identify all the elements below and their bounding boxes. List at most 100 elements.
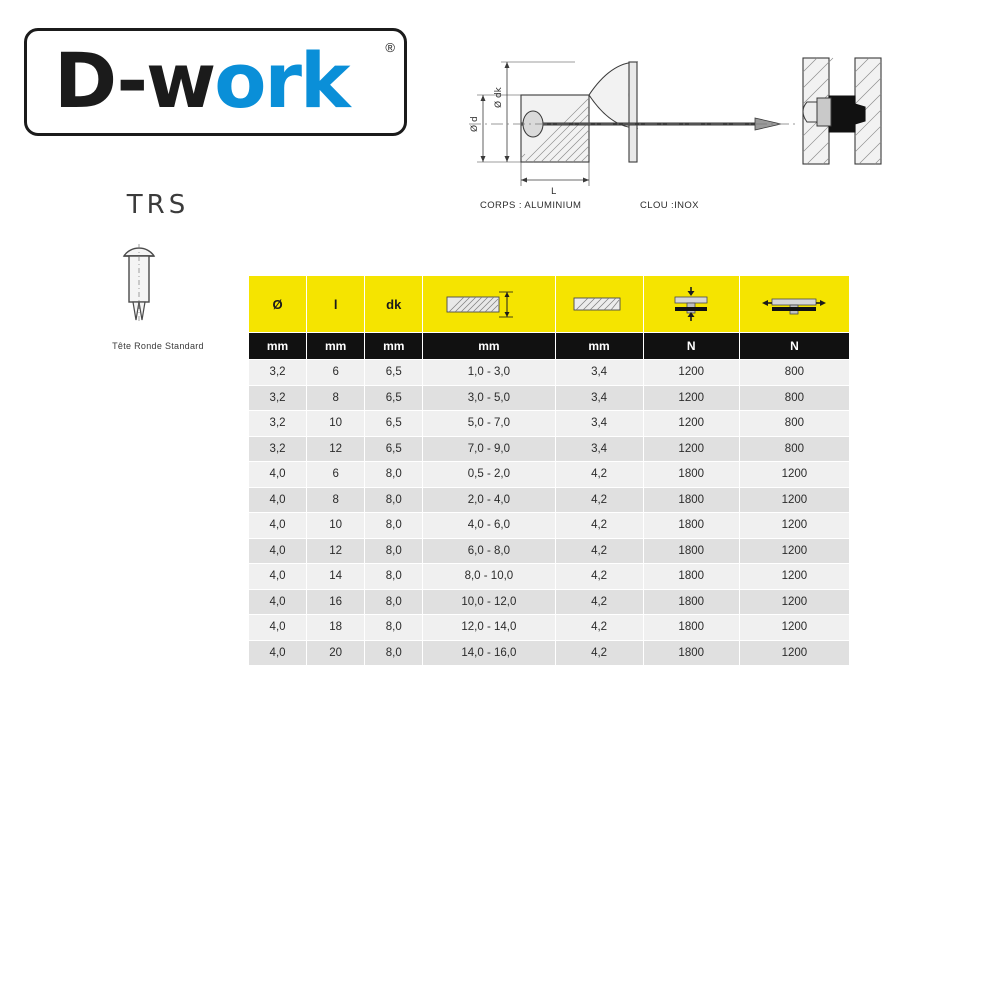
cell-grip-range: 4,0 - 6,0	[422, 512, 556, 539]
table-row: 4,0 16 8,0 10,0 - 12,0 4,2 1800 1200	[247, 588, 851, 615]
header-head-diameter: dk	[364, 275, 424, 333]
cell-diameter: 4,0	[247, 588, 308, 615]
cell-tensile: 1200	[738, 614, 851, 641]
cell-length: 20	[306, 639, 366, 666]
table-row: 4,0 14 8,0 8,0 - 10,0 4,2 1800 1200	[247, 563, 851, 590]
header-length: l	[306, 275, 366, 333]
cell-drill-hole: 4,2	[554, 563, 644, 590]
table-row: 4,0 8 8,0 2,0 - 4,0 4,2 1800 1200	[247, 486, 851, 513]
table-row: 4,0 18 8,0 12,0 - 14,0 4,2 1800 1200	[247, 614, 851, 641]
registered-trademark-icon: ®	[385, 40, 395, 55]
cell-shear: 1800	[642, 614, 740, 641]
unit-head-diameter: mm	[364, 332, 424, 360]
rivet-head-type-panel: TRS Tête Ronde Standard	[78, 190, 238, 351]
cell-grip-range: 0,5 - 2,0	[422, 461, 556, 488]
cell-grip-range: 2,0 - 4,0	[422, 486, 556, 513]
cell-length: 10	[306, 512, 366, 539]
cell-length: 8	[306, 384, 366, 411]
cell-drill-hole: 4,2	[554, 512, 644, 539]
cell-length: 16	[306, 588, 366, 615]
svg-text:Ø dk: Ø dk	[493, 86, 504, 108]
cell-head-diameter: 6,5	[364, 435, 424, 462]
cell-shear: 1200	[642, 435, 740, 462]
cell-shear: 1800	[642, 563, 740, 590]
header-grip-range	[422, 275, 556, 333]
table-header-row: Ø l dk	[247, 275, 851, 333]
cell-head-diameter: 8,0	[364, 461, 424, 488]
unit-length: mm	[306, 332, 366, 360]
cell-grip-range: 6,0 - 8,0	[422, 537, 556, 564]
cell-head-diameter: 8,0	[364, 563, 424, 590]
header-drill-hole	[554, 275, 644, 333]
trs-rivet-svg	[122, 244, 156, 322]
cell-shear: 1200	[642, 410, 740, 437]
rivet-head-type-title: TRS	[126, 190, 190, 220]
cell-shear: 1800	[642, 639, 740, 666]
cell-length: 6	[306, 359, 366, 386]
cell-drill-hole: 4,2	[554, 537, 644, 564]
table-row: 3,2 8 6,5 3,0 - 5,0 3,4 1200 800	[247, 384, 851, 411]
header-tensile-strength	[738, 275, 851, 333]
cell-drill-hole: 4,2	[554, 588, 644, 615]
cell-grip-range: 8,0 - 10,0	[422, 563, 556, 590]
cell-head-diameter: 8,0	[364, 512, 424, 539]
cell-diameter: 4,0	[247, 461, 308, 488]
cell-length: 10	[306, 410, 366, 437]
rivet-head-type-caption: Tête Ronde Standard	[112, 341, 204, 351]
cell-drill-hole: 3,4	[554, 359, 644, 386]
cell-shear: 1800	[642, 537, 740, 564]
cell-length: 18	[306, 614, 366, 641]
cell-tensile: 800	[738, 435, 851, 462]
cell-shear: 1200	[642, 384, 740, 411]
cell-grip-range: 14,0 - 16,0	[422, 639, 556, 666]
cell-grip-range: 7,0 - 9,0	[422, 435, 556, 462]
cell-grip-range: 10,0 - 12,0	[422, 588, 556, 615]
header-shear-strength	[642, 275, 740, 333]
cell-shear: 1800	[642, 512, 740, 539]
unit-shear-strength: N	[642, 332, 740, 360]
tensile-strength-icon	[762, 298, 827, 315]
cell-tensile: 1200	[738, 563, 851, 590]
table-row: 3,2 6 6,5 1,0 - 3,0 3,4 1200 800	[247, 359, 851, 386]
cell-grip-range: 12,0 - 14,0	[422, 614, 556, 641]
cell-tensile: 800	[738, 384, 851, 411]
logo-wordmark: D-work	[54, 40, 351, 122]
svg-text:Ø d: Ø d	[469, 116, 480, 132]
cell-length: 8	[306, 486, 366, 513]
cell-drill-hole: 3,4	[554, 435, 644, 462]
table-row: 4,0 12 8,0 6,0 - 8,0 4,2 1800 1200	[247, 537, 851, 564]
logo-wordmark-blue: ork	[214, 36, 350, 125]
grip-range-icon	[446, 291, 513, 318]
cell-tensile: 1200	[738, 461, 851, 488]
table-row: 4,0 20 8,0 14,0 - 16,0 4,2 1800 1200	[247, 639, 851, 666]
cell-shear: 1800	[642, 486, 740, 513]
cell-grip-range: 5,0 - 7,0	[422, 410, 556, 437]
cell-tensile: 1200	[738, 588, 851, 615]
cell-head-diameter: 6,5	[364, 359, 424, 386]
cell-grip-range: 1,0 - 3,0	[422, 359, 556, 386]
cell-tensile: 800	[738, 410, 851, 437]
cell-diameter: 4,0	[247, 563, 308, 590]
cell-diameter: 3,2	[247, 384, 308, 411]
cell-tensile: 1200	[738, 486, 851, 513]
cell-length: 6	[306, 461, 366, 488]
table-row: 3,2 10 6,5 5,0 - 7,0 3,4 1200 800	[247, 410, 851, 437]
trs-rivet-drawing	[78, 230, 238, 335]
cell-length: 12	[306, 537, 366, 564]
cell-length: 12	[306, 435, 366, 462]
header-diameter: Ø	[247, 275, 308, 333]
cell-drill-hole: 4,2	[554, 461, 644, 488]
cell-head-diameter: 6,5	[364, 410, 424, 437]
cell-length: 14	[306, 563, 366, 590]
cell-drill-hole: 3,4	[554, 384, 644, 411]
unit-diameter: mm	[247, 332, 308, 360]
cell-shear: 1200	[642, 359, 740, 386]
cell-drill-hole: 4,2	[554, 639, 644, 666]
cell-diameter: 4,0	[247, 512, 308, 539]
cell-tensile: 1200	[738, 639, 851, 666]
cell-head-diameter: 8,0	[364, 639, 424, 666]
cell-drill-hole: 4,2	[554, 486, 644, 513]
table-units-row: mm mm mm mm mm N N	[247, 332, 851, 360]
unit-grip-range: mm	[422, 332, 556, 360]
logo-wordmark-dark: D-w	[54, 36, 216, 125]
